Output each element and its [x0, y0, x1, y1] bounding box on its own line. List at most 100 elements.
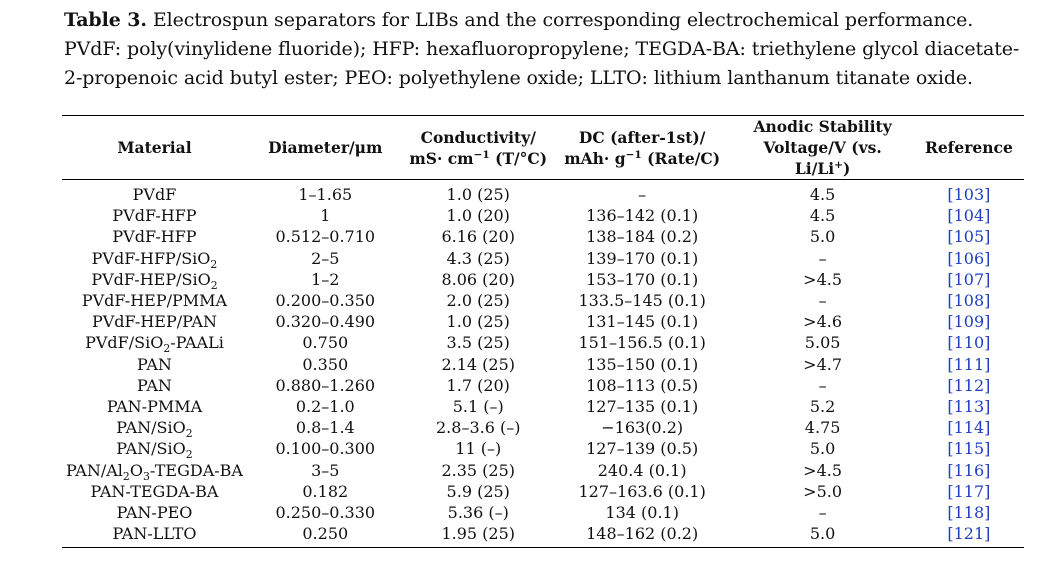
cell-material: PVdF-HEP/PMMA: [81, 291, 228, 311]
cell-anodic: 4.5: [809, 185, 836, 205]
cell-diameter: 0.250: [246, 523, 404, 549]
cell-reference: [103]: [914, 180, 1024, 206]
reference-link[interactable]: [117]: [947, 481, 991, 501]
cell-anodic: >4.7: [803, 354, 843, 374]
cell-conductivity: 2.0 (25): [446, 291, 510, 311]
cell-conductivity: 2.35 (25): [441, 460, 516, 480]
cell-conductivity: 1.0 (25): [446, 312, 510, 332]
cell-dc: 136–142 (0.1): [586, 206, 699, 226]
cell-dc: 135–150 (0.1): [586, 354, 699, 374]
cell-diameter: 2–5: [311, 248, 340, 268]
cell-dc: 127–163.6 (0.1): [578, 481, 706, 501]
cell-dc: 108–113 (0.5): [586, 375, 699, 395]
cell-reference: [116]: [914, 459, 1024, 480]
reference-link[interactable]: [109]: [947, 312, 991, 332]
reference-link[interactable]: [118]: [947, 502, 991, 522]
cell-dc: −163(0.2): [601, 418, 684, 438]
cell-dc: –: [638, 185, 647, 205]
cell-dc: 138–184 (0.2): [586, 227, 699, 247]
cell-reference: [106]: [914, 248, 1024, 269]
cell-conductivity: 1.95 (25): [403, 523, 553, 549]
cell-conductivity: 4.3 (25): [446, 248, 510, 268]
cell-dc: 133.5–145 (0.1): [578, 291, 706, 311]
cell-conductivity: 1.0 (25): [446, 185, 510, 205]
table-row: PVdF-HEP/PMMA 0.200–0.350 2.0 (25) 133.5–14…: [62, 290, 1024, 311]
table-row: PVdF-HEP/PAN 0.320–0.490 1.0 (25) 131–145 (…: [62, 311, 1024, 332]
header-conductivity: Conductivity/ mS· cm−1 (T/°C): [403, 115, 553, 180]
cell-reference: [115]: [914, 438, 1024, 459]
cell-reference: [104]: [914, 205, 1024, 226]
cell-material: PAN/SiO2: [116, 439, 193, 462]
reference-link[interactable]: [107]: [947, 269, 991, 289]
cell-conductivity: 2.14 (25): [441, 354, 516, 374]
cell-reference: [110]: [914, 332, 1024, 353]
cell-material: PVdF/SiO2-PAALi: [85, 333, 224, 356]
table-row: PAN 0.350 2.14 (25) 135–150 (0.1) >4.7 [111]: [62, 354, 1024, 375]
cell-anodic: –: [818, 248, 827, 268]
cell-anodic: >4.5: [803, 460, 843, 480]
cell-dc: 240.4 (0.1): [597, 460, 687, 480]
cell-dc: 153–170 (0.1): [586, 269, 699, 289]
cell-diameter: 0.320–0.490: [275, 312, 376, 332]
cell-material: PAN-PMMA: [106, 396, 203, 416]
reference-link[interactable]: [111]: [947, 354, 991, 374]
header-row: Material Diameter/μm Conductivity/ mS· c…: [62, 115, 1024, 180]
reference-link[interactable]: [104]: [947, 206, 991, 226]
table-row: PAN-LLTO 0.250 1.95 (25) 148–162 (0.2) 5.0 [1…: [62, 523, 1024, 549]
table-row: PVdF-HFP/SiO2 2–5 4.3 (25) 139–170 (0.1) – [1…: [62, 248, 1024, 270]
cell-anodic: 5.0: [809, 227, 836, 247]
cell-anodic: >4.6: [803, 312, 843, 332]
reference-link[interactable]: [116]: [947, 460, 991, 480]
reference-link[interactable]: [110]: [947, 333, 991, 353]
table-row: PAN-TEGDA-BA 0.182 5.9 (25) 127–163.6 (0.1)…: [62, 481, 1024, 502]
cell-reference: [109]: [914, 311, 1024, 332]
cell-anodic: –: [818, 375, 827, 395]
reference-link[interactable]: [103]: [947, 185, 991, 205]
cell-conductivity: 11 (–): [455, 439, 502, 459]
separators-table: Material Diameter/μm Conductivity/ mS· c…: [62, 115, 1024, 549]
reference-link[interactable]: [113]: [947, 396, 991, 416]
cell-diameter: 0.200–0.350: [275, 291, 376, 311]
cell-diameter: 1–1.65: [298, 185, 353, 205]
header-anodic-stability: Anodic Stability Voltage/V (vs. Li/Li+): [731, 115, 914, 180]
reference-link[interactable]: [115]: [947, 439, 991, 459]
header-dc: DC (after-1st)/ mAh· g−1 (Rate/C): [552, 115, 732, 180]
reference-link[interactable]: [121]: [947, 524, 991, 544]
cell-reference: [121]: [913, 523, 1024, 549]
cell-reference: [111]: [914, 354, 1024, 375]
cell-conductivity: 5.1 (–): [452, 396, 504, 416]
cell-conductivity: 5.36 (–): [447, 502, 509, 522]
header-reference: Reference: [913, 115, 1024, 180]
table-row: PVdF/SiO2-PAALi 0.750 3.5 (25) 151–156.5 (0…: [62, 332, 1024, 356]
cell-material: PVdF-HEP/SiO2: [91, 269, 218, 293]
cell-diameter: 0.350: [302, 354, 349, 374]
reference-link[interactable]: [112]: [947, 375, 991, 395]
cell-dc: 131–145 (0.1): [586, 312, 699, 332]
cell-anodic: 5.0: [731, 523, 914, 549]
cell-anodic: –: [818, 502, 827, 522]
caption-label: Table 3.: [64, 9, 147, 31]
reference-link[interactable]: [108]: [947, 291, 991, 311]
reference-link[interactable]: [105]: [947, 227, 991, 247]
cell-material: PAN-PEO: [116, 502, 193, 522]
cell-material: PAN/SiO2: [116, 418, 193, 441]
reference-link[interactable]: [106]: [947, 248, 991, 268]
cell-diameter: 0.8–1.4: [295, 418, 355, 438]
table-row: PAN 0.880–1.260 1.7 (20) 108–113 (0.5) – [112…: [62, 375, 1024, 396]
cell-conductivity: 8.06 (20): [441, 269, 516, 289]
cell-anodic: –: [818, 291, 827, 311]
cell-reference: [118]: [914, 502, 1024, 523]
cell-anodic: 4.5: [809, 206, 836, 226]
cell-material: PAN/Al2O3-TEGDA-BA: [66, 460, 243, 483]
cell-material: PVdF-HFP: [112, 227, 197, 247]
cell-reference: [113]: [914, 396, 1024, 417]
reference-link[interactable]: [114]: [947, 418, 991, 438]
cell-diameter: 0.880–1.260: [275, 375, 376, 395]
table-row: PAN-PMMA 0.2–1.0 5.1 (–) 127–135 (0.1) 5.2 [1…: [62, 396, 1024, 417]
cell-reference: [114]: [914, 417, 1024, 438]
cell-anodic: >4.5: [803, 269, 843, 289]
cell-dc: 127–139 (0.5): [586, 439, 699, 459]
table-row: PVdF 1–1.65 1.0 (25) – 4.5 [103]: [62, 180, 1024, 206]
table-row: PVdF-HFP 1 1.0 (20) 136–142 (0.1) 4.5 [104]: [62, 205, 1024, 226]
cell-material: PAN: [137, 375, 172, 395]
